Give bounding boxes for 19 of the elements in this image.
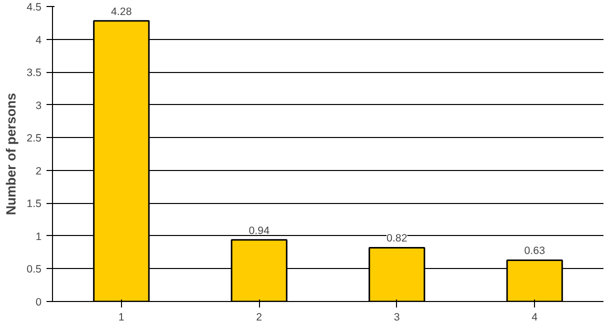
x-tick-label: 3 <box>394 312 400 323</box>
y-tick-label: 3.5 <box>26 67 42 80</box>
x-tick-label: 2 <box>256 312 262 323</box>
y-axis-title: Number of persons <box>4 92 19 216</box>
y-tick-label: 3 <box>36 100 42 112</box>
x-tick-label: 4 <box>532 312 538 323</box>
y-tick-label: 1 <box>36 230 42 243</box>
data-label: 0.63 <box>524 245 546 258</box>
data-label: 0.82 <box>386 232 408 245</box>
y-tick-label: 1.5 <box>26 198 42 210</box>
y-tick-label: 0.5 <box>26 264 42 276</box>
y-tick-label: 0 <box>36 296 42 308</box>
y-tick-label: 4.5 <box>26 2 42 14</box>
data-label: 0.94 <box>248 224 270 237</box>
data-label: 4.28 <box>111 6 132 18</box>
y-tick-label: 2 <box>36 165 42 178</box>
y-tick-label: 4 <box>36 34 42 46</box>
x-tick-label: 1 <box>118 312 124 323</box>
y-tick-label: 2.5 <box>26 132 42 145</box>
